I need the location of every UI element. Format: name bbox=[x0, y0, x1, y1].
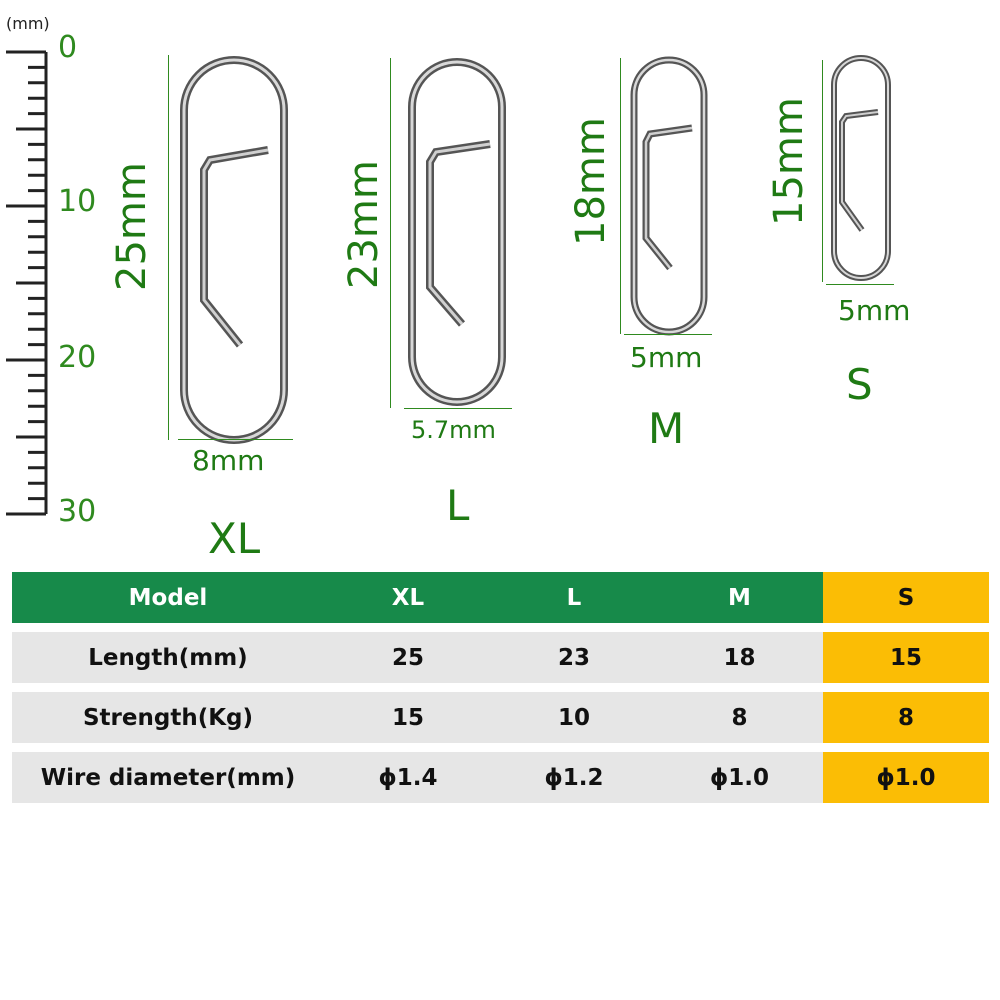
cell-l: 10 bbox=[557, 704, 590, 731]
clip-xl-length-line bbox=[168, 55, 169, 440]
clip-l-size-name: L bbox=[446, 481, 470, 530]
header-cell-l: L bbox=[566, 584, 582, 611]
clip-xl-width-label: 8mm bbox=[192, 444, 265, 477]
table-row: Strength(Kg) 15 10 8 8 bbox=[12, 692, 989, 743]
clip-xl-size-name: XL bbox=[208, 514, 261, 563]
cell-m: ϕ1.0 bbox=[709, 764, 770, 791]
clip-m-image bbox=[630, 56, 708, 336]
clip-l-length-line bbox=[390, 58, 391, 408]
cell-m: 8 bbox=[731, 704, 748, 731]
clip-s-image bbox=[831, 55, 891, 281]
cell-l: ϕ1.2 bbox=[544, 764, 604, 791]
ruler-label-10: 10 bbox=[58, 184, 97, 219]
clip-s-size-name: S bbox=[846, 360, 873, 409]
cell-xl: 25 bbox=[391, 644, 424, 671]
clip-l-width-line bbox=[404, 408, 512, 409]
clip-xl-width-line bbox=[178, 439, 293, 440]
row-label: Strength(Kg) bbox=[82, 704, 254, 731]
ruler-label-20: 20 bbox=[58, 340, 97, 375]
cell-xl: ϕ1.4 bbox=[378, 764, 438, 791]
cell-xl: 15 bbox=[391, 704, 424, 731]
clip-m-length-line bbox=[620, 58, 621, 334]
clip-s-length-line bbox=[822, 60, 823, 282]
header-cell-xl: XL bbox=[391, 584, 425, 611]
ruler-unit-label: (mm) bbox=[6, 14, 50, 33]
table-header-row: Model XL L M S bbox=[12, 572, 989, 623]
ruler-label-30: 30 bbox=[58, 494, 97, 529]
row-label: Length(mm) bbox=[88, 644, 248, 671]
clip-s-width-label: 5mm bbox=[838, 294, 911, 327]
clip-l-length-label: 23mm bbox=[341, 160, 387, 289]
cell-s: 15 bbox=[823, 632, 989, 683]
row-label: Wire diameter(mm) bbox=[40, 764, 296, 791]
clip-xl-image bbox=[180, 56, 288, 444]
cell-l: 23 bbox=[557, 644, 590, 671]
clip-m-size-name: M bbox=[648, 404, 685, 453]
clip-s-length-label: 15mm bbox=[766, 97, 812, 226]
clip-l-image bbox=[408, 58, 506, 406]
table-row: Length(mm) 25 23 18 15 bbox=[12, 632, 989, 683]
cell-s: 8 bbox=[823, 692, 989, 743]
clip-m-width-label: 5mm bbox=[630, 341, 703, 374]
ruler bbox=[6, 50, 48, 516]
header-cell-model: Model bbox=[128, 584, 208, 611]
cell-m: 18 bbox=[723, 644, 756, 671]
clip-xl-length-label: 25mm bbox=[109, 162, 155, 291]
cell-s: ϕ1.0 bbox=[823, 752, 989, 803]
clip-m-width-line bbox=[624, 334, 712, 335]
clip-l-width-label: 5.7mm bbox=[411, 416, 496, 444]
clip-s-width-line bbox=[826, 284, 894, 285]
clip-m-length-label: 18mm bbox=[568, 117, 614, 246]
header-cell-m: M bbox=[728, 584, 751, 611]
ruler-label-0: 0 bbox=[58, 30, 78, 65]
header-cell-s: S bbox=[823, 572, 989, 623]
table-row: Wire diameter(mm) ϕ1.4 ϕ1.2 ϕ1.0 ϕ1.0 bbox=[12, 752, 989, 803]
